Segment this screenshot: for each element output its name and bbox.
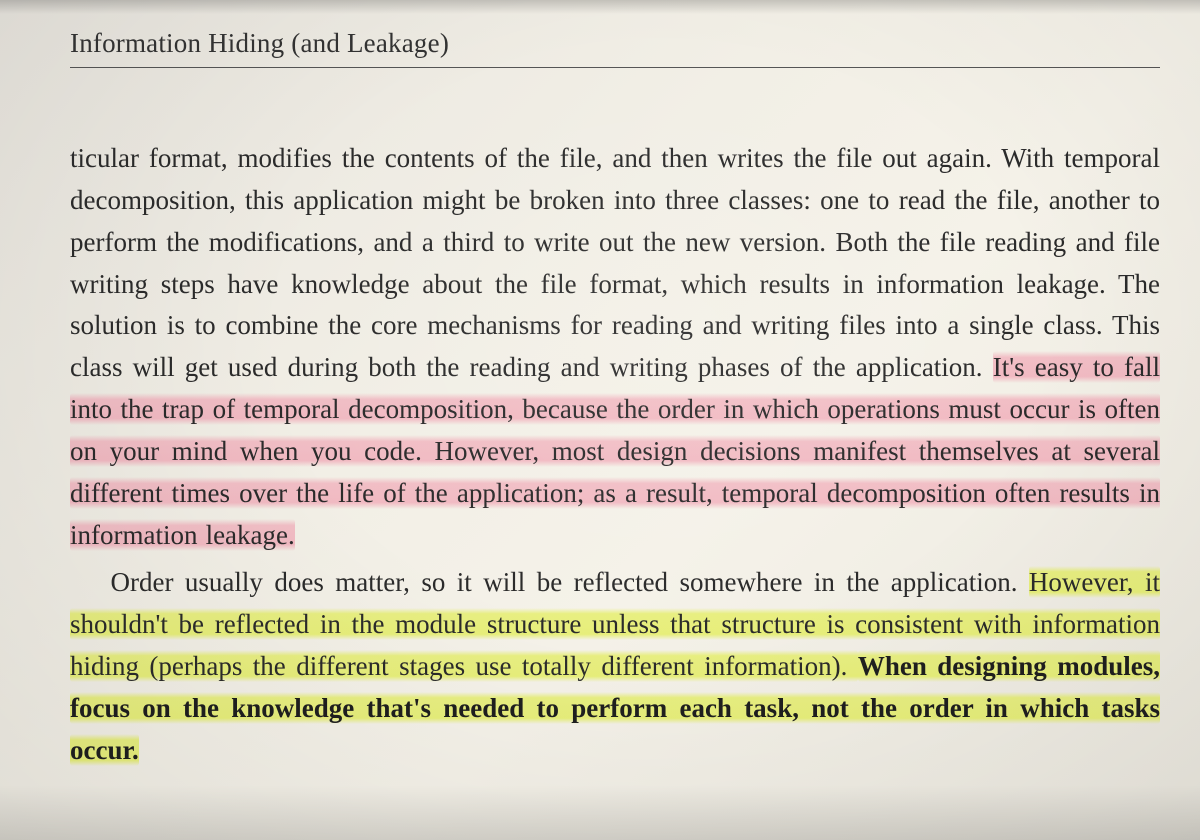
book-page: Information Hiding (and Leakage) ticular… — [0, 0, 1200, 840]
p2-plain-text: Order usually does matter, so it will be… — [111, 567, 1029, 597]
p1-plain-text: ticular format, modifies the contents of… — [70, 143, 1160, 382]
page-running-title: Information Hiding (and Leakage) — [70, 28, 1160, 68]
body-text-block: ticular format, modifies the contents of… — [70, 138, 1160, 772]
paragraph-2: Order usually does matter, so it will be… — [70, 562, 1160, 771]
paragraph-1: ticular format, modifies the contents of… — [70, 138, 1160, 556]
